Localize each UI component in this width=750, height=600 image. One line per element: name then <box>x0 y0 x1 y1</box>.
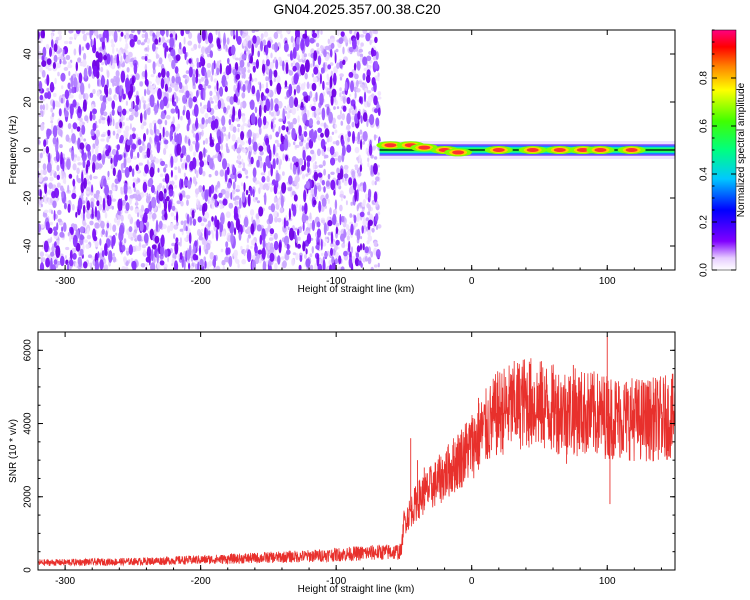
colorbar-tick-label: 0.8 <box>699 71 710 85</box>
spectrogram-xtick-label: -200 <box>191 276 211 287</box>
spectrogram-peak <box>410 143 439 152</box>
snr-ytick-label: 6000 <box>23 339 34 362</box>
colorbar-tick-label: 0.0 <box>699 263 710 277</box>
snr-series-line <box>38 358 675 567</box>
spectrogram-peak <box>545 146 574 154</box>
spectrogram-ytick-label: 0 <box>23 147 34 153</box>
snr-xtick-label: 0 <box>469 576 475 587</box>
spectrogram-ytick-label: -20 <box>23 190 34 205</box>
spectrogram-ytick-label: -40 <box>23 238 34 253</box>
spectrogram-peak <box>518 146 547 154</box>
spectrogram-ytick-label: 40 <box>23 48 34 60</box>
spectrogram-ylabel: Frequency (Hz) <box>8 116 19 185</box>
snr-xtick-label: -200 <box>191 576 211 587</box>
colorbar-tick-label: 0.4 <box>699 167 710 181</box>
snr-xlabel: Height of straight line (km) <box>298 584 415 595</box>
spectrogram-xlabel: Height of straight line (km) <box>298 284 415 295</box>
colorbar-ticks: 0.0 0.2 0.4 0.6 0.8 <box>699 29 736 277</box>
figure-title: GN04.2025.357.00.38.C20 <box>273 1 441 17</box>
colorbar-gradient <box>711 29 737 271</box>
snr-plot-area <box>38 335 675 567</box>
colorbar: 0.0 0.2 0.4 0.6 0.8 Normalized spectral ampl… <box>699 29 747 277</box>
colorbar-label: Normalized spectral amplitude <box>736 82 747 217</box>
snr-frame <box>37 331 676 571</box>
spectrogram-xtick-label: 100 <box>599 276 616 287</box>
spectrogram-ytick-label: 20 <box>23 96 34 108</box>
spectrogram-peak <box>586 146 615 154</box>
spectrogram-peak <box>444 148 473 157</box>
spectrogram-peak <box>617 146 646 154</box>
snr-xtick-label: -300 <box>55 576 75 587</box>
snr-xtick-label: -100 <box>326 576 346 587</box>
spectrogram-image <box>38 30 675 270</box>
snr-xtick-label: 100 <box>599 576 616 587</box>
spectrogram-xtick-label: -100 <box>326 276 346 287</box>
colorbar-tick-label: 0.2 <box>699 215 710 229</box>
snr-ylabel: SNR (10 * v/v) <box>8 419 19 483</box>
spectrogram-peak <box>376 141 405 150</box>
snr-ytick-label: 2000 <box>23 485 34 508</box>
spectrogram-xtick-label: -300 <box>55 276 75 287</box>
spectrogram-xtick-label: 0 <box>469 276 475 287</box>
colorbar-tick-label: 0.6 <box>699 119 710 133</box>
snr-ytick-label: 4000 <box>23 412 34 435</box>
snr-ytick-label: 0 <box>23 567 34 573</box>
spectrogram-peak <box>484 146 513 154</box>
